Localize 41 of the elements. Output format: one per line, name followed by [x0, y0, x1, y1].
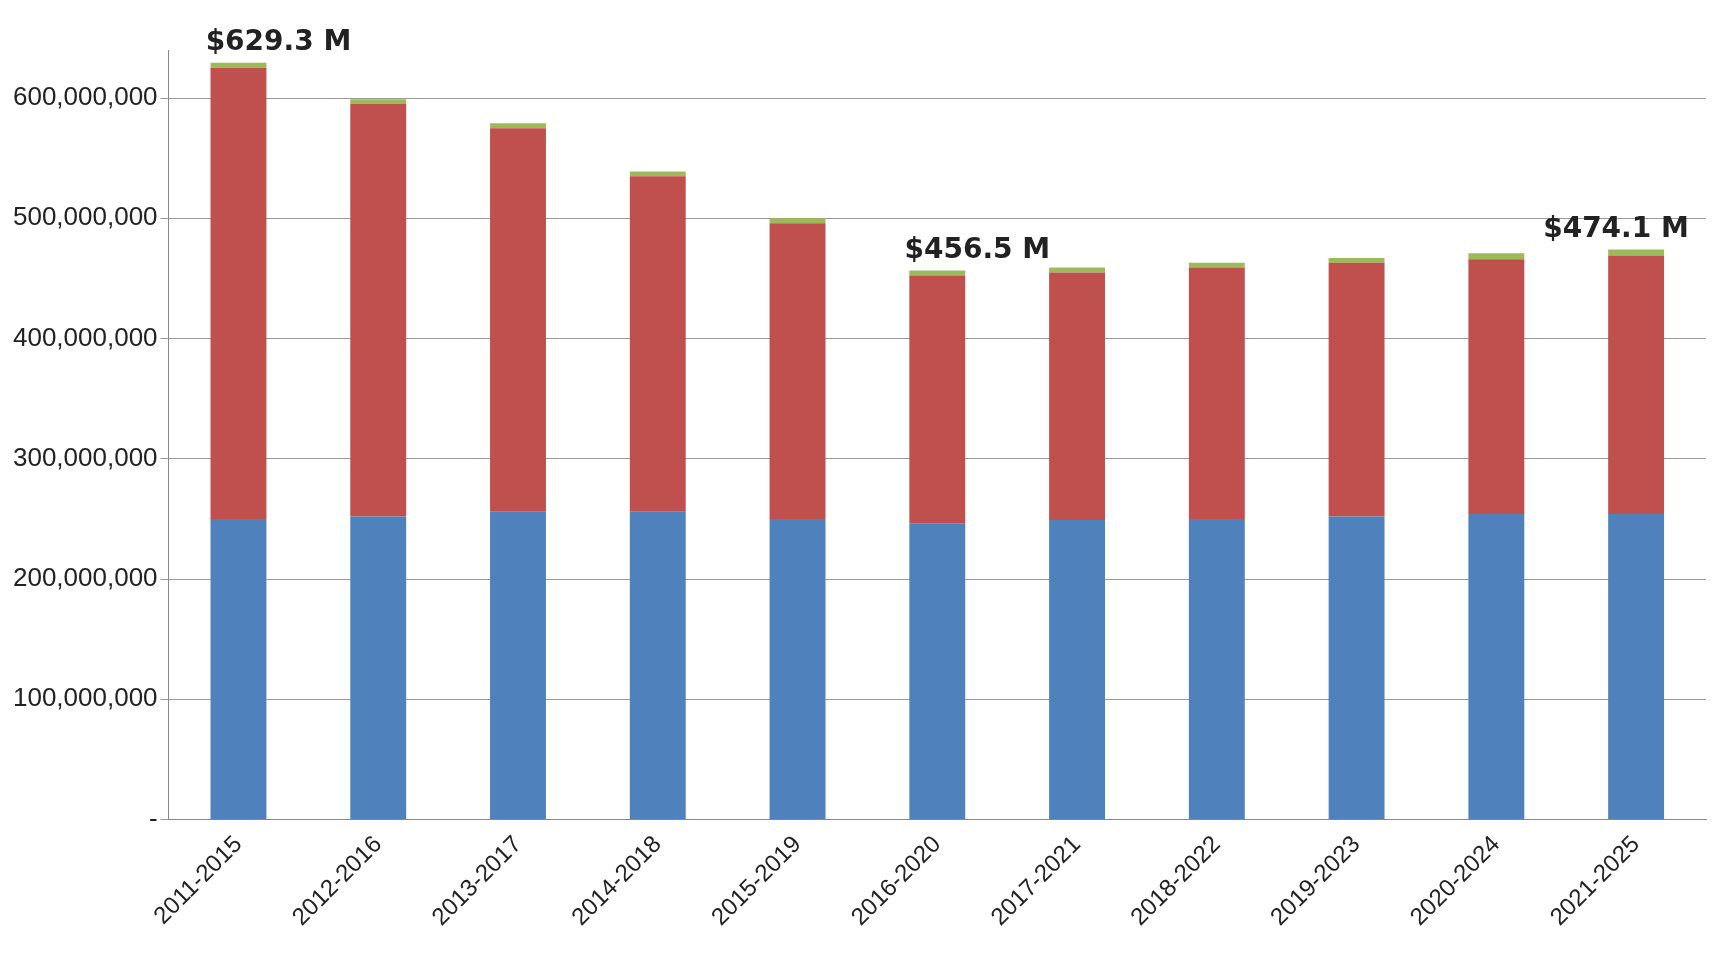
- bar: [210, 67, 267, 519]
- y-tick-label: 500,000,000: [12, 201, 158, 232]
- bar: [490, 511, 546, 819]
- bar: [350, 104, 407, 517]
- bar: [210, 518, 267, 819]
- bar: [909, 275, 966, 524]
- bar: [909, 523, 966, 819]
- bar: [769, 518, 826, 819]
- y-tick-label: 300,000,000: [12, 441, 158, 472]
- y-tick-label: 600,000,000: [12, 81, 158, 112]
- y-tick-label: -: [148, 802, 158, 833]
- y-tick-label: 100,000,000: [12, 682, 158, 713]
- bar: [1049, 520, 1106, 819]
- bar: [210, 62, 267, 68]
- annotation: $629.3 M: [205, 24, 352, 58]
- bar: [1328, 516, 1385, 819]
- y-tick-label: 400,000,000: [12, 321, 158, 352]
- bar: [1468, 253, 1525, 260]
- bar: [1049, 272, 1106, 521]
- bar: [490, 123, 546, 129]
- bar: [1468, 259, 1525, 515]
- bar: [769, 223, 826, 519]
- annotation: $474.1 M: [1543, 210, 1689, 244]
- bar: [1188, 518, 1245, 819]
- bar: [629, 511, 686, 819]
- y-tick-label: 200,000,000: [12, 562, 158, 593]
- bar: [1188, 267, 1245, 519]
- bar: [1328, 262, 1385, 517]
- bar: [1328, 258, 1385, 263]
- bar: [350, 99, 407, 105]
- bar: [350, 516, 407, 819]
- bar: [1188, 262, 1245, 268]
- bar: [629, 176, 686, 512]
- bar: [769, 218, 826, 224]
- bar: [629, 171, 686, 177]
- bar: [1608, 249, 1665, 256]
- bar: [490, 128, 546, 512]
- bar: [1608, 255, 1665, 515]
- annotation: $456.5 M: [904, 231, 1051, 265]
- bar: [1608, 514, 1665, 819]
- bar: [1468, 514, 1525, 819]
